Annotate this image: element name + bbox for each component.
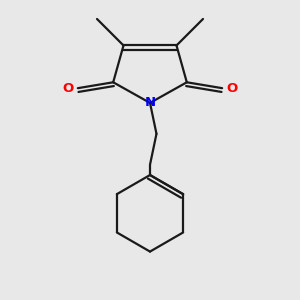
Text: O: O — [63, 82, 74, 95]
Text: O: O — [226, 82, 237, 95]
Text: N: N — [144, 96, 156, 110]
